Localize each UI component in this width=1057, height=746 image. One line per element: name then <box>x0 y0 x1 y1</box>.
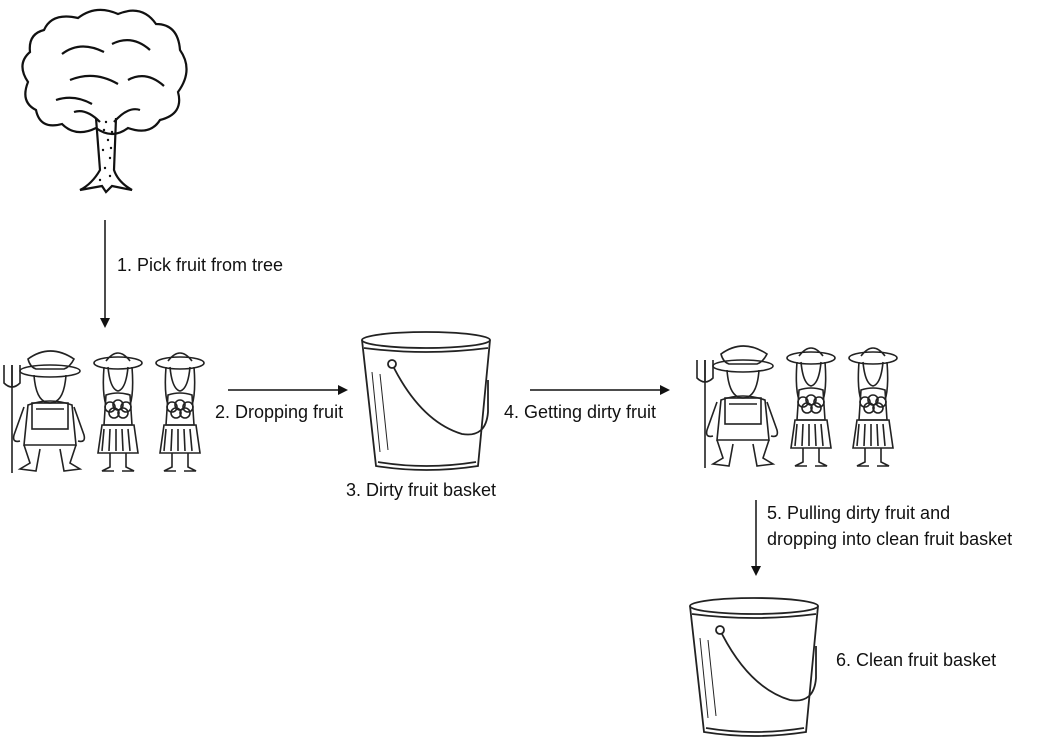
tree-icon <box>21 8 188 194</box>
step-1-label: 1. Pick fruit from tree <box>117 255 284 275</box>
step-6-label: 6. Clean fruit basket <box>836 650 997 670</box>
step-2-label: 2. Dropping fruit <box>215 402 344 422</box>
step-4-label: 4. Getting dirty fruit <box>504 402 657 422</box>
farmers-group-icon <box>3 350 205 474</box>
bucket-icon <box>689 597 819 737</box>
step-5-label-line2: dropping into clean fruit basket <box>767 529 1013 549</box>
step-5-label-line1: 5. Pulling dirty fruit and <box>767 503 951 523</box>
step-3-label: 3. Dirty fruit basket <box>346 480 497 500</box>
farmers-group-icon <box>696 345 898 469</box>
bucket-icon <box>361 331 491 471</box>
